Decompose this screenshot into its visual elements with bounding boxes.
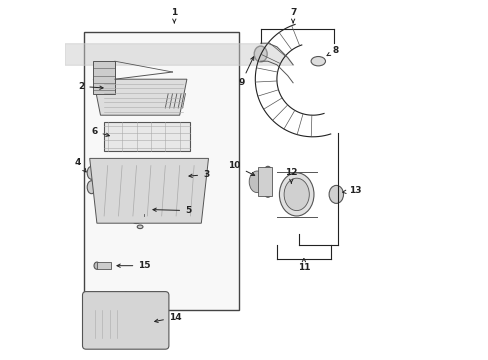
Bar	[97, 262, 111, 269]
Ellipse shape	[264, 166, 270, 172]
Text: 13: 13	[342, 186, 361, 195]
Ellipse shape	[133, 219, 140, 224]
Text: 10: 10	[228, 161, 254, 175]
Bar	[257, 167, 272, 196]
Ellipse shape	[137, 315, 150, 333]
Text: 9: 9	[238, 57, 253, 87]
Text: 6: 6	[91, 127, 109, 136]
FancyBboxPatch shape	[82, 292, 168, 349]
Bar	[84, 32, 239, 310]
Ellipse shape	[115, 297, 129, 308]
Text: 1: 1	[171, 8, 177, 23]
Text: 15: 15	[117, 261, 150, 270]
Ellipse shape	[264, 192, 270, 197]
Ellipse shape	[249, 171, 264, 193]
Ellipse shape	[254, 46, 266, 62]
Ellipse shape	[137, 225, 142, 229]
Text: 14: 14	[154, 313, 181, 323]
Polygon shape	[93, 61, 115, 94]
Text: 7: 7	[289, 8, 296, 23]
Text: 12: 12	[285, 168, 297, 183]
Ellipse shape	[133, 310, 154, 338]
Ellipse shape	[87, 166, 96, 179]
Text: 2: 2	[78, 82, 103, 91]
Text: 11: 11	[297, 258, 309, 272]
Text: 5: 5	[153, 206, 191, 215]
Bar	[104, 122, 190, 151]
Ellipse shape	[328, 185, 343, 203]
Ellipse shape	[279, 173, 313, 216]
Polygon shape	[93, 79, 186, 115]
Ellipse shape	[140, 207, 147, 214]
Ellipse shape	[284, 178, 309, 211]
Text: 3: 3	[188, 170, 209, 179]
Text: 4: 4	[75, 158, 86, 172]
Ellipse shape	[92, 313, 108, 335]
Ellipse shape	[88, 308, 113, 340]
Ellipse shape	[310, 57, 325, 66]
Polygon shape	[89, 158, 208, 223]
Ellipse shape	[87, 181, 96, 194]
Text: 8: 8	[326, 46, 338, 56]
Ellipse shape	[94, 262, 100, 269]
